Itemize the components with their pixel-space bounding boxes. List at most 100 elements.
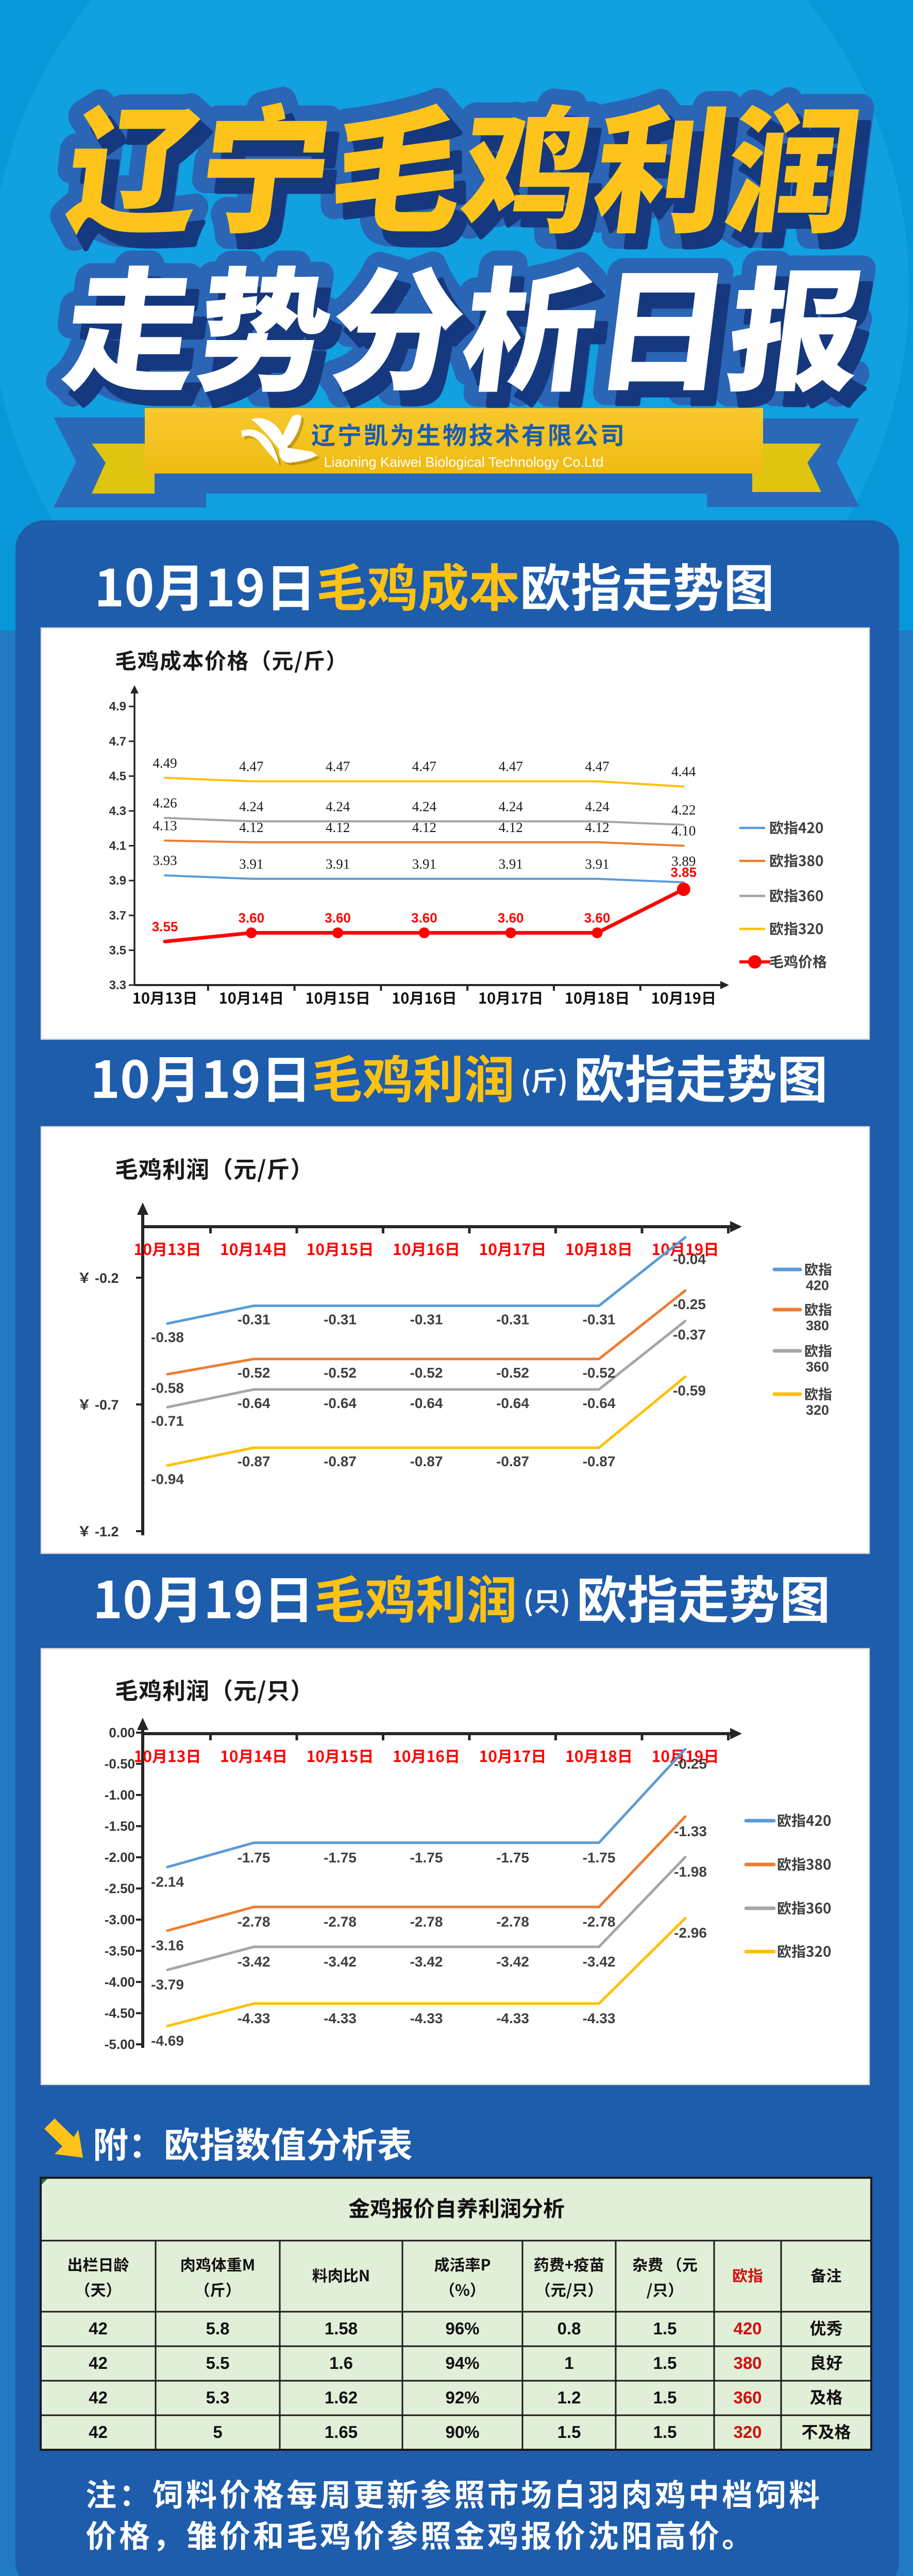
svg-text:3.91: 3.91 [326, 856, 350, 872]
svg-text:-3.00: -3.00 [105, 1912, 135, 1927]
svg-text:1.62: 1.62 [325, 2388, 358, 2407]
svg-text:3.60: 3.60 [498, 910, 524, 926]
svg-text:5.5: 5.5 [206, 2353, 230, 2372]
svg-text:-0.50: -0.50 [105, 1756, 135, 1772]
svg-text:-3.42: -3.42 [496, 1954, 529, 1970]
svg-text:42: 42 [89, 2388, 108, 2407]
svg-text:-0.31: -0.31 [324, 1312, 357, 1328]
svg-text:4.49: 4.49 [153, 755, 177, 771]
svg-text:-2.14: -2.14 [151, 1874, 184, 1890]
svg-text:-0.38: -0.38 [151, 1329, 184, 1345]
svg-text:1.58: 1.58 [325, 2319, 358, 2338]
svg-text:-3.42: -3.42 [324, 1954, 357, 1970]
svg-text:4.12: 4.12 [239, 820, 263, 835]
svg-text:-1.75: -1.75 [324, 1850, 357, 1866]
svg-text:320: 320 [733, 2422, 762, 2442]
svg-text:-3.42: -3.42 [238, 1954, 270, 1970]
svg-text:-4.33: -4.33 [410, 2010, 443, 2026]
svg-text:4.47: 4.47 [239, 759, 263, 774]
svg-text:-0.52: -0.52 [238, 1365, 270, 1381]
svg-text:-2.00: -2.00 [105, 1850, 135, 1865]
svg-text:-0.64: -0.64 [238, 1395, 270, 1411]
svg-text:3.93: 3.93 [153, 853, 177, 868]
svg-text:-0.31: -0.31 [583, 1312, 616, 1328]
svg-text:-1.2: -1.2 [95, 1524, 119, 1539]
svg-text:-0.2: -0.2 [95, 1270, 119, 1286]
svg-text:-3.79: -3.79 [151, 1977, 184, 1993]
svg-text:3.60: 3.60 [584, 910, 611, 926]
svg-text:-2.78: -2.78 [496, 1913, 529, 1929]
svg-text:-1.50: -1.50 [105, 1819, 135, 1834]
svg-text:4.24: 4.24 [239, 799, 264, 814]
svg-text:-4.33: -4.33 [324, 2010, 357, 2026]
svg-text:4.44: 4.44 [671, 764, 696, 779]
svg-text:4.47: 4.47 [499, 759, 523, 774]
svg-text:-0.64: -0.64 [583, 1395, 616, 1411]
svg-text:-0.25: -0.25 [674, 1756, 707, 1772]
svg-text:42: 42 [89, 2319, 108, 2338]
svg-text:1.5: 1.5 [653, 2388, 677, 2407]
svg-text:4.7: 4.7 [109, 735, 126, 749]
svg-text:-0.64: -0.64 [410, 1395, 443, 1411]
svg-text:3.60: 3.60 [325, 910, 351, 926]
svg-text:3.9: 3.9 [109, 874, 126, 888]
svg-text:-0.87: -0.87 [496, 1453, 529, 1469]
svg-text:3.55: 3.55 [152, 919, 178, 935]
svg-text:-4.00: -4.00 [105, 1974, 135, 1990]
svg-text:0.00: 0.00 [109, 1725, 135, 1740]
svg-text:94%: 94% [445, 2353, 479, 2372]
svg-text:-1.33: -1.33 [674, 1823, 707, 1839]
svg-text:360: 360 [806, 1359, 829, 1375]
svg-text:4.24: 4.24 [499, 799, 523, 814]
svg-text:90%: 90% [445, 2422, 479, 2442]
svg-text:42: 42 [89, 2353, 108, 2372]
svg-text:4.12: 4.12 [499, 820, 523, 835]
svg-text:-0.7: -0.7 [95, 1397, 119, 1413]
svg-text:96%: 96% [445, 2319, 479, 2338]
svg-text:-2.78: -2.78 [583, 1913, 616, 1929]
svg-text:-4.33: -4.33 [496, 2010, 529, 2026]
svg-text:1: 1 [564, 2353, 573, 2372]
svg-text:1.2: 1.2 [557, 2388, 581, 2407]
svg-text:-0.04: -0.04 [673, 1251, 706, 1267]
svg-text:-3.42: -3.42 [583, 1954, 616, 1970]
svg-text:3.60: 3.60 [238, 910, 264, 926]
svg-text:4.26: 4.26 [153, 795, 177, 811]
svg-text:3.91: 3.91 [239, 856, 263, 872]
svg-text:-1.75: -1.75 [238, 1850, 270, 1866]
svg-text:-5.00: -5.00 [105, 2037, 135, 2052]
svg-text:-0.25: -0.25 [673, 1296, 706, 1312]
svg-text:-2.78: -2.78 [238, 1913, 270, 1929]
svg-text:4.1: 4.1 [109, 839, 126, 853]
svg-text:-1.98: -1.98 [674, 1864, 707, 1880]
svg-text:-0.71: -0.71 [151, 1413, 184, 1429]
svg-text:4.22: 4.22 [671, 802, 696, 818]
svg-text:-1.75: -1.75 [583, 1850, 616, 1866]
svg-text:-4.33: -4.33 [583, 2010, 616, 2026]
svg-text:1.5: 1.5 [653, 2319, 677, 2338]
svg-text:420: 420 [733, 2319, 762, 2338]
svg-text:3.91: 3.91 [412, 856, 436, 872]
svg-text:-0.52: -0.52 [324, 1365, 357, 1381]
svg-text:1.5: 1.5 [653, 2353, 677, 2372]
svg-text:-3.16: -3.16 [151, 1937, 184, 1953]
svg-text:4.24: 4.24 [412, 799, 437, 814]
svg-text:1.65: 1.65 [325, 2422, 358, 2442]
svg-text:4.12: 4.12 [412, 820, 436, 835]
svg-text:-0.52: -0.52 [583, 1365, 616, 1381]
svg-text:4.47: 4.47 [412, 759, 436, 774]
svg-text:-2.78: -2.78 [324, 1913, 357, 1929]
svg-text:-2.78: -2.78 [410, 1913, 443, 1929]
svg-text:-1.75: -1.75 [496, 1850, 529, 1866]
svg-text:Liaoning Kaiwei Biological Tec: Liaoning Kaiwei Biological Technology Co… [324, 454, 604, 470]
svg-text:0.8: 0.8 [557, 2319, 581, 2338]
svg-text:3.85: 3.85 [670, 865, 697, 880]
svg-text:1.6: 1.6 [329, 2353, 353, 2372]
svg-text:4.12: 4.12 [326, 820, 350, 835]
svg-text:-0.52: -0.52 [496, 1365, 529, 1381]
svg-text:-1.75: -1.75 [410, 1850, 443, 1866]
svg-text:-4.69: -4.69 [151, 2033, 184, 2049]
svg-text:380: 380 [806, 1318, 829, 1333]
svg-text:-3.42: -3.42 [410, 1954, 443, 1970]
svg-text:5: 5 [213, 2422, 222, 2442]
